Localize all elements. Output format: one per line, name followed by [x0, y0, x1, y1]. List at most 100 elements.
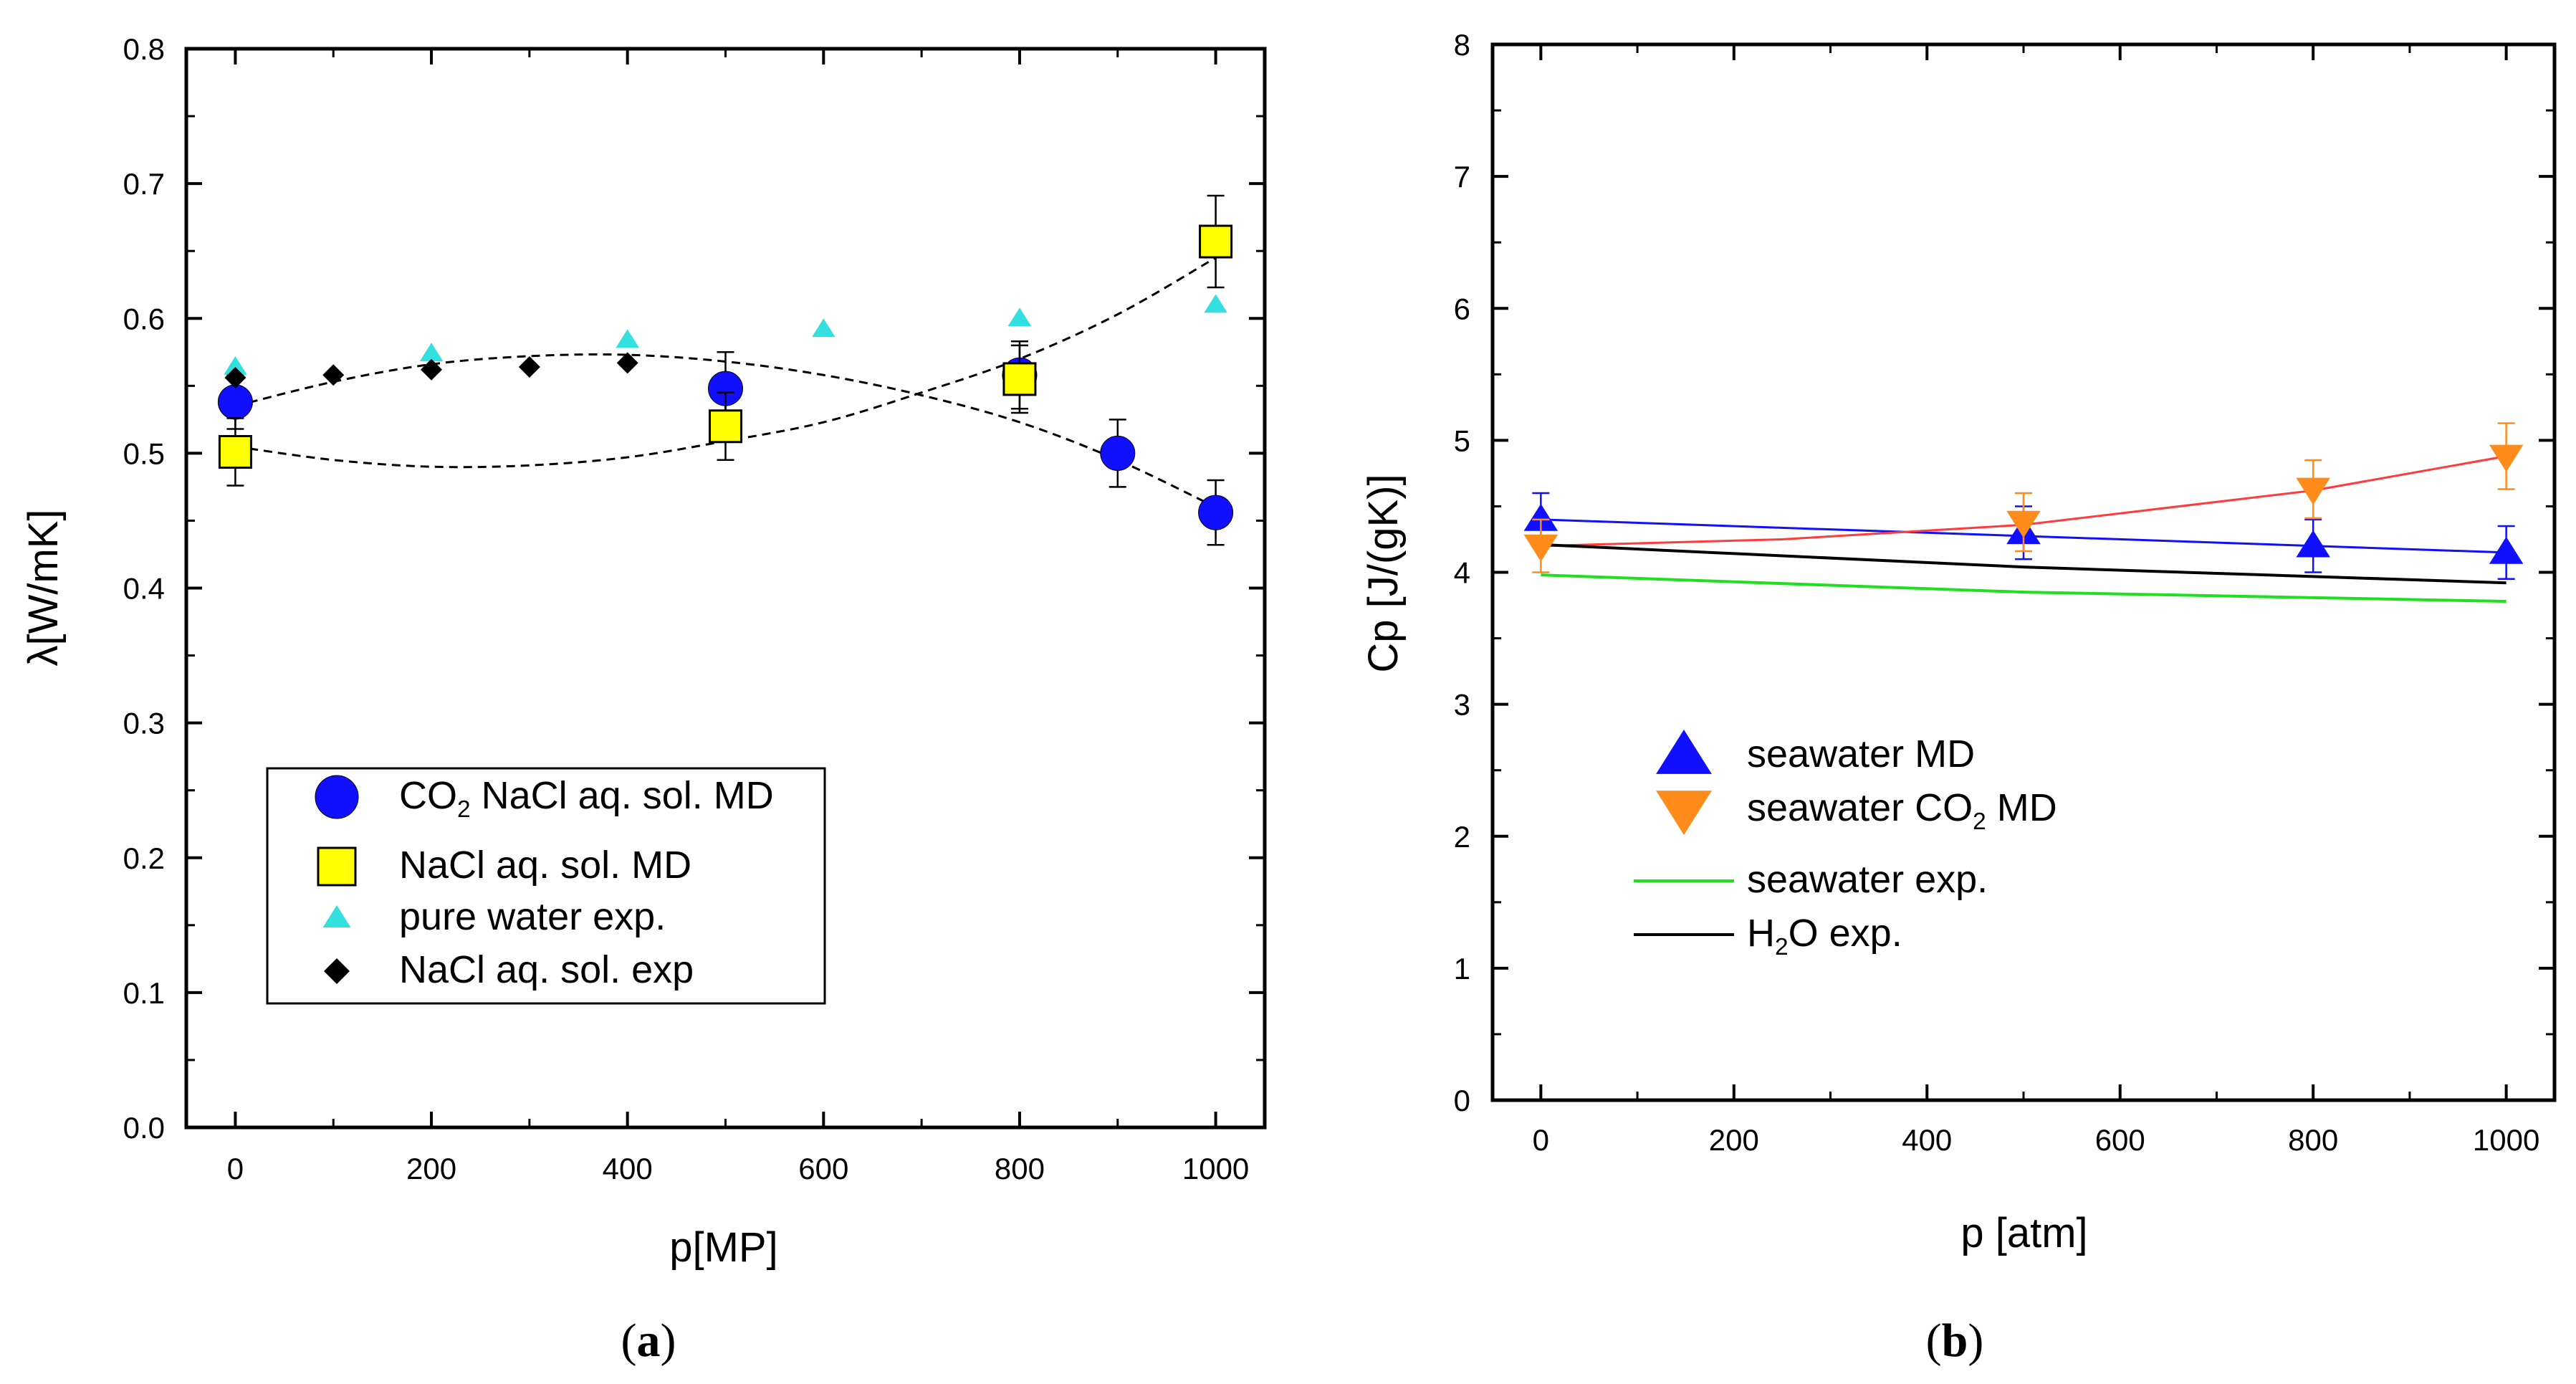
y-tick-label: 5: [1454, 424, 1470, 457]
panel-label-letter: a: [637, 1314, 661, 1367]
y-tick-label: 0.4: [123, 572, 165, 606]
data-point-0: [1100, 435, 1136, 471]
data-point-2: [1204, 294, 1227, 313]
data-point-3: [421, 358, 443, 381]
data-point-1: [1002, 362, 1037, 396]
legend-marker: [315, 775, 359, 819]
legend-marker: [317, 846, 357, 887]
y-tick-label: 2: [1454, 820, 1470, 854]
y-tick-label: 0.7: [123, 167, 165, 201]
data-point-0: [1198, 495, 1234, 530]
legend-text-main: pure water exp.: [399, 895, 666, 938]
legend-marker: [1656, 730, 1712, 774]
x-tick-label: 800: [995, 1152, 1045, 1185]
legend-text-sub: 2: [457, 796, 471, 823]
legend-text-sub: 2: [1973, 808, 1986, 835]
panel-label: (b): [1926, 1314, 1984, 1367]
legend-text-rest: MD: [1986, 786, 2057, 829]
y-tick-label: 6: [1454, 292, 1470, 325]
panel-label: (a): [621, 1314, 676, 1367]
y-tick-label: 8: [1454, 28, 1470, 62]
legend-text-main: H: [1747, 912, 1775, 955]
x-axis-label: p [atm]: [1960, 1210, 2087, 1256]
data-point-2: [419, 343, 444, 361]
panel-label-open: (: [621, 1314, 637, 1367]
data-point-0: [2489, 536, 2524, 564]
x-tick-label: 600: [2095, 1123, 2145, 1157]
x-tick-label: 400: [603, 1152, 653, 1185]
data-point-1: [218, 434, 252, 469]
data-point-2: [224, 355, 247, 375]
legend-marker: [322, 905, 351, 927]
series-line-2: [1541, 573, 2506, 603]
x-tick-label: 400: [1902, 1123, 1952, 1157]
y-tick-label: 7: [1454, 160, 1470, 194]
legend-label: seawater exp.: [1747, 858, 1988, 901]
legend-text-main: NaCl aq. sol. exp: [399, 948, 694, 991]
y-tick-label: 0.5: [123, 436, 165, 470]
legend-text-rest: O exp.: [1789, 912, 1902, 955]
legend-frame: [266, 767, 826, 1005]
panel-b-chart: 0 200 400 600 800 1000 0 1 2 3 4 5 6 7 8 p [atm] Cp [J/(…: [1360, 28, 2557, 1367]
y-tick-label: 4: [1454, 556, 1470, 590]
legend-text-main: seawater CO: [1747, 786, 1973, 829]
legend-label: seawater MD: [1747, 732, 1975, 775]
y-tick-label: 0.1: [123, 976, 165, 1010]
series-line-3: [1541, 543, 2506, 585]
x-tick-label: 600: [798, 1152, 848, 1185]
data-point-3: [518, 355, 540, 378]
y-axis-label: λ[W/mK]: [20, 509, 67, 666]
legend-text-rest: NaCl aq. sol. MD: [471, 774, 774, 817]
legend-label: NaCl aq. sol. exp: [399, 948, 694, 991]
data-point-3: [322, 364, 345, 386]
x-tick-label: 800: [2288, 1123, 2338, 1157]
data-point-2: [616, 329, 639, 348]
y-tick-label: 0.3: [123, 707, 165, 740]
data-point-0: [217, 384, 253, 420]
x-axis-label: p[MP]: [669, 1224, 778, 1271]
data-point-1: [1523, 534, 1558, 562]
data-point-3: [224, 367, 246, 389]
x-tick-label: 200: [406, 1152, 456, 1185]
legend-label: NaCl aq. sol. MD: [399, 844, 691, 887]
x-tick-label: 0: [1533, 1123, 1549, 1157]
panel-a-chart: 0 200 400 600 800 1000 0.0 0.1 0.2 0.3 0.4 0.5 0.6 0.…: [20, 32, 1267, 1367]
x-tick-label: 200: [1709, 1123, 1759, 1157]
data-point-1: [2006, 510, 2041, 538]
y-tick-label: 1: [1454, 952, 1470, 985]
x-tick-label: 0: [227, 1152, 244, 1185]
data-point-0: [1523, 503, 1558, 531]
panel-label-open: (: [1926, 1314, 1942, 1367]
legend-text-main: NaCl aq. sol. MD: [399, 844, 691, 887]
x-tick-label: 1000: [1182, 1152, 1249, 1185]
x-tick-label: 1000: [2473, 1123, 2539, 1157]
data-point-2: [812, 318, 835, 338]
data-point-1: [1199, 224, 1233, 259]
legend-marker: [1656, 791, 1712, 835]
panel-label-close: ): [661, 1314, 676, 1367]
data-point-3: [616, 352, 638, 374]
data-point-2: [1007, 307, 1032, 327]
y-tick-label: 0.0: [123, 1111, 165, 1145]
legend-label: seawater CO2 MD: [1747, 786, 2057, 835]
legend-label: H2O exp.: [1747, 912, 1902, 960]
data-point-1: [2296, 477, 2330, 505]
data-point-0: [2296, 530, 2330, 558]
legend-text-main: CO: [399, 774, 457, 817]
data-point-1: [2489, 444, 2524, 472]
legend-label: pure water exp.: [399, 895, 666, 938]
y-tick-label: 0: [1454, 1084, 1470, 1117]
plot-frame: [1490, 42, 2557, 1102]
y-tick-label: 0.2: [123, 841, 165, 875]
y-axis-label: Cp [J/(gK)]: [1360, 474, 1407, 672]
y-tick-label: 0.8: [123, 32, 165, 66]
data-point-1: [709, 409, 742, 444]
legend-label: CO2 NaCl aq. sol. MD: [399, 774, 774, 823]
legend-text-sub: 2: [1775, 934, 1789, 960]
y-tick-label: 3: [1454, 688, 1470, 722]
legend-text-main: seawater MD: [1747, 732, 1975, 775]
panel-label-close: ): [1968, 1314, 1983, 1367]
legend-marker: [324, 958, 350, 984]
legend-text-main: seawater exp.: [1747, 858, 1988, 901]
